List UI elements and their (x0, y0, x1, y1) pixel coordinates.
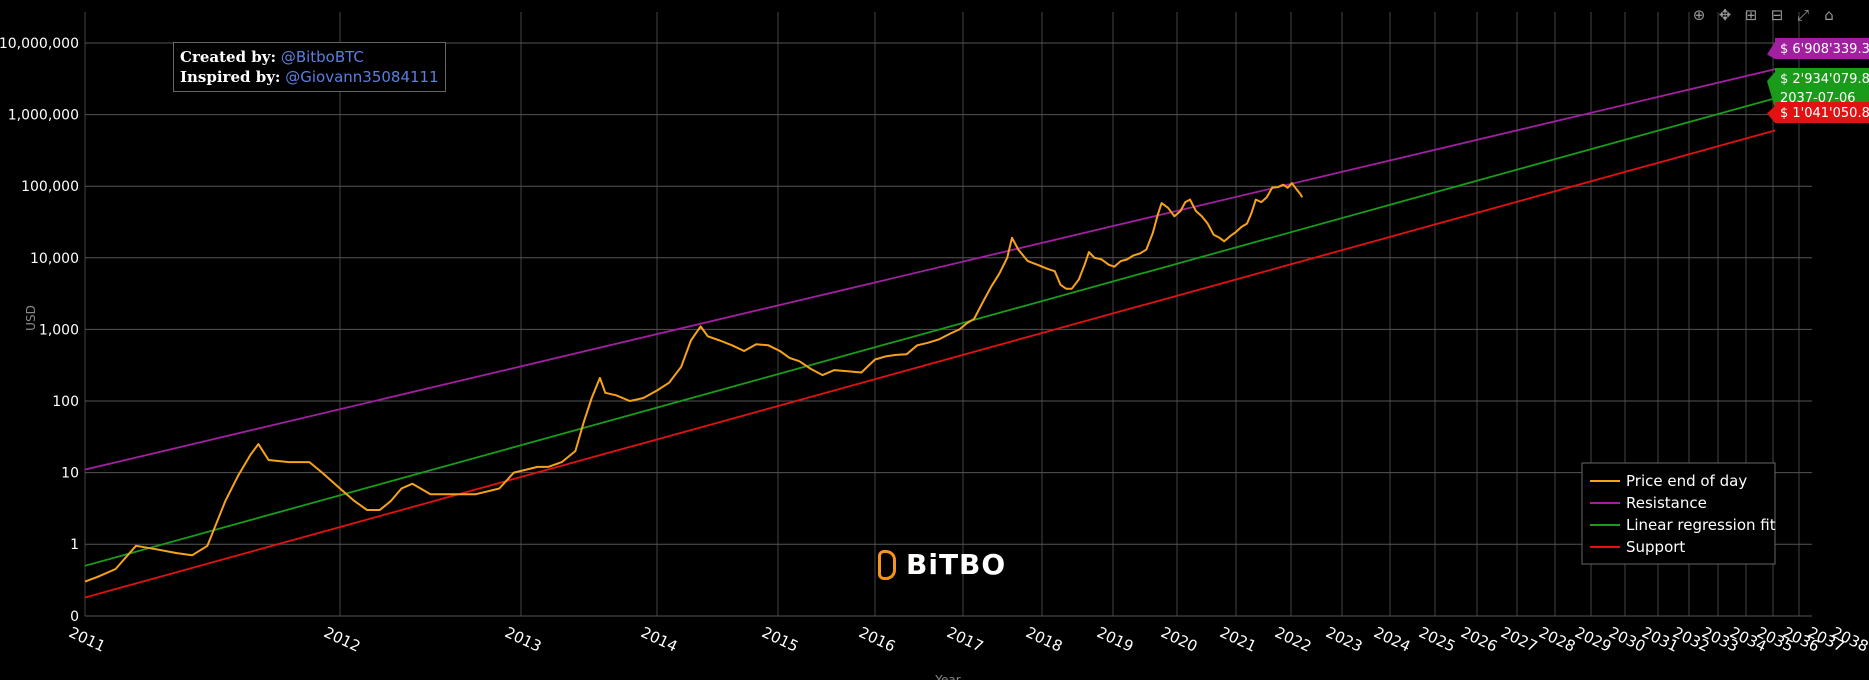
bitbo-logo: BiTBO (878, 548, 1006, 581)
created-by-handle[interactable]: @BitboBTC (280, 48, 364, 66)
series-line-resistance (85, 68, 1775, 471)
callout-box (1775, 38, 1869, 59)
x-tick-label: 2021 (1217, 623, 1259, 655)
chart-toolbar: ⊕ ✥ ⊞ ⊟ ⤢ ⌂ (1690, 6, 1838, 24)
x-tick-label: 2019 (1094, 623, 1136, 655)
callout-resistance: $ 6'908'339.35 (1767, 38, 1869, 59)
autoscale-icon[interactable]: ⤢ (1796, 6, 1809, 24)
y-tick-label: 10,000,000 (0, 36, 79, 52)
x-tick-label: 2022 (1272, 623, 1314, 655)
series-line-price-end-of-day (85, 182, 1304, 583)
x-tick-label: 2014 (638, 623, 680, 655)
x-tick-label: 2017 (944, 623, 986, 655)
legend-entry: Resistance (1626, 494, 1707, 512)
created-by-line: Created by: @BitboBTC (180, 47, 439, 67)
callout-pointer (1767, 72, 1775, 108)
callout-box (1775, 68, 1869, 108)
y-tick-label: 1,000 (39, 322, 79, 338)
legend-entry: Support (1626, 538, 1685, 556)
x-tick-label: 2015 (759, 623, 801, 655)
x-tick-label: 2012 (321, 623, 363, 655)
x-tick-label: 2011 (66, 623, 108, 655)
x-tick-label: 2025 (1416, 623, 1458, 655)
x-axis-title: Year (934, 673, 960, 680)
reset-axes-icon[interactable]: ⌂ (1824, 6, 1834, 24)
y-tick-label: 0 (70, 609, 79, 625)
callout-support: $ 1'041'050.83 (1767, 102, 1869, 123)
x-tick-label: 2024 (1371, 623, 1413, 655)
x-tick-label: 2016 (856, 623, 898, 655)
y-axis-title: USD (24, 305, 38, 331)
inspired-by-handle[interactable]: @Giovann35084111 (285, 68, 439, 86)
x-tick-label: 2026 (1458, 623, 1500, 655)
created-by-label: Created by: (180, 48, 277, 66)
bitbo-logo-text: BiTBO (906, 548, 1007, 581)
callout-label: $ 1'041'050.83 (1780, 106, 1869, 121)
zoom-icon[interactable]: ⊕ (1692, 6, 1706, 24)
x-tick-label: 2027 (1498, 623, 1540, 655)
zoom-out-icon[interactable]: ⊟ (1770, 6, 1784, 24)
callout-pointer (1767, 106, 1775, 123)
legend-entry: Price end of day (1626, 472, 1747, 490)
y-tick-label: 10,000 (30, 251, 79, 267)
callout-box (1775, 102, 1869, 123)
y-tick-label: 1 (70, 537, 79, 553)
y-tick-label: 100 (52, 394, 79, 410)
y-tick-label: 10 (61, 466, 79, 482)
credit-box: Created by: @BitboBTC Inspired by: @Giov… (173, 42, 446, 92)
pan-icon[interactable]: ✥ (1718, 6, 1732, 24)
x-tick-label: 2013 (502, 623, 544, 655)
series-line-support (85, 129, 1775, 599)
callout-label: $ 2'934'079.88 (1780, 72, 1869, 87)
inspired-by-line: Inspired by: @Giovann35084111 (180, 67, 439, 87)
series-line-linear-regression-fit (85, 97, 1775, 567)
inspired-by-label: Inspired by: (180, 68, 281, 86)
callout-pointer (1767, 42, 1775, 59)
bitbo-logo-icon (878, 549, 896, 580)
zoom-in-icon[interactable]: ⊞ (1744, 6, 1758, 24)
y-tick-label: 1,000,000 (8, 108, 79, 124)
y-tick-label: 100,000 (21, 179, 79, 195)
x-tick-label: 2018 (1023, 623, 1065, 655)
legend: Price end of day Resistance Linear regress… (1581, 462, 1776, 565)
x-tick-label: 2020 (1158, 623, 1200, 655)
x-tick-label: 2023 (1323, 623, 1365, 655)
legend-entry: Linear regression fit (1626, 516, 1776, 534)
callout-label: $ 6'908'339.35 (1780, 42, 1869, 57)
